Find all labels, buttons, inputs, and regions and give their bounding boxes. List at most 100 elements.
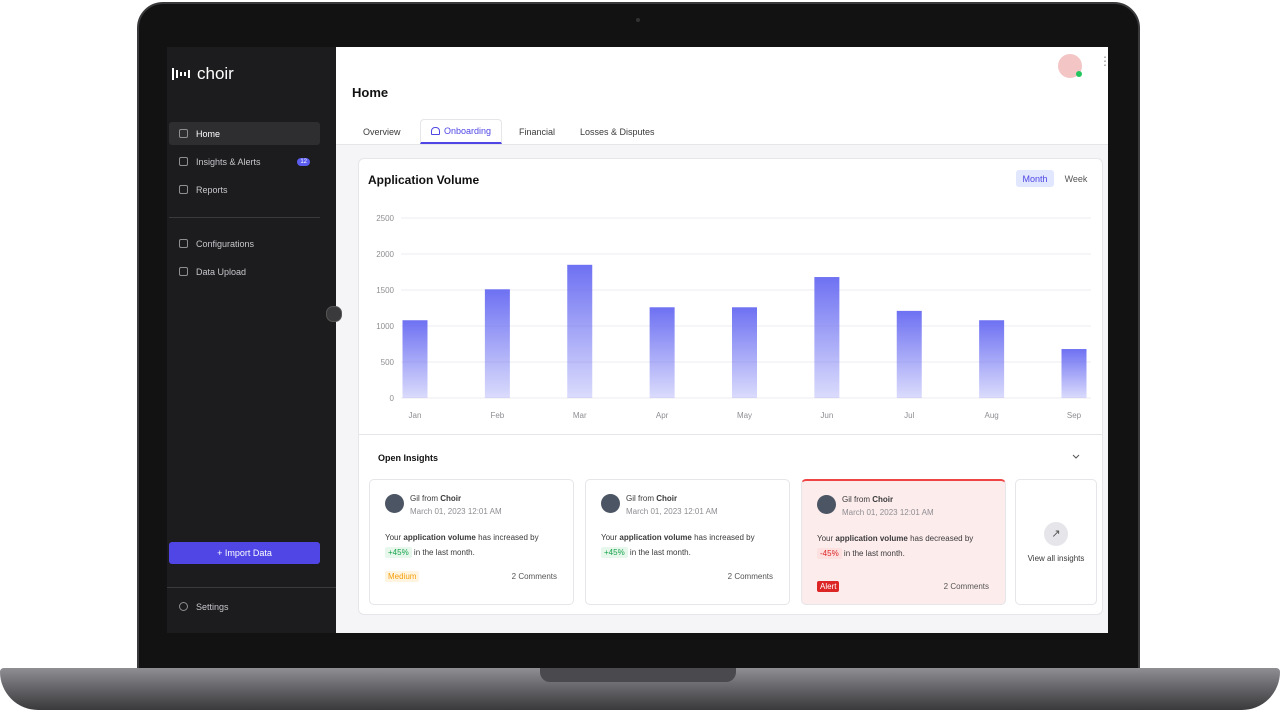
insight-card[interactable]: Gil from Choir March 01, 2023 12:01 AM You… [801,479,1006,605]
text: Your [385,533,402,542]
text-bold: application volume [835,534,908,543]
import-button[interactable]: + Import Data [169,542,320,564]
comments[interactable]: 2 Comments [727,572,773,581]
laptop-notch [540,668,736,682]
x-tick-label: Jun [820,411,833,420]
brand-name: choir [197,64,234,83]
author-org: Choir [656,494,678,503]
bar [1061,349,1087,398]
tab[interactable]: Overview [363,126,401,137]
y-tick-label: 1000 [376,322,394,331]
author-org: Choir [872,495,894,504]
nav-icon [179,602,188,611]
bar [896,310,922,398]
comments[interactable]: 2 Comments [943,582,989,591]
nav-icon [179,157,188,166]
bar [484,289,510,398]
settings[interactable]: Settings [169,595,320,618]
insight-card[interactable]: Gil from Choir March 01, 2023 12:01 AM You… [369,479,574,605]
collapse-button[interactable] [326,306,342,322]
text-bold: application volume [403,533,476,542]
author-avatar [817,495,836,514]
date: March 01, 2023 12:01 AM [842,508,934,517]
arrow-icon: ↗ [1044,521,1068,546]
x-tick-label: Apr [656,411,669,420]
chart-card: Application Volume Month Week 0 500 1000 15… [358,158,1103,615]
nav-label: Reports [196,184,228,195]
y-tick-label: 2000 [376,250,394,259]
text: in the last month. [629,548,691,557]
author: Gil from Choir [842,495,893,504]
nav-badge: 12 [297,157,310,166]
tag: Medium [385,571,420,582]
chevron[interactable] [1071,452,1081,462]
author-org: Choir [440,494,462,503]
page-title: Home [352,85,389,100]
author-name: Gil from [410,494,438,503]
x-tick-label: Aug [985,411,999,420]
bar [814,277,840,398]
x-tick-label: Jul [904,411,914,420]
change: +45% [601,547,628,558]
sidebar: choir Home Insights & Alerts 12 Reports C… [167,47,336,633]
nav-item[interactable]: Home [169,122,320,145]
insight-text: Your application volume has decreased by… [817,531,997,561]
text: in the last month. [413,548,475,557]
menu[interactable]: ⋮ [1099,54,1108,68]
text-bold: application volume [619,533,692,542]
author-avatar [385,494,404,513]
text: has increased by [478,533,539,542]
screen: choir Home Insights & Alerts 12 Reports C… [167,47,1108,633]
header: ⋮ Home Overview Onboarding Financial Los… [336,47,1108,145]
view-all-card[interactable]: ↗ View all insights [1015,479,1097,605]
nav-label: Configurations [196,238,255,249]
y-tick-label: 2500 [376,214,394,223]
nav-item[interactable]: Configurations [169,232,320,255]
date: March 01, 2023 12:01 AM [410,507,502,516]
nav-icon [179,239,188,248]
comments[interactable]: 2 Comments [511,572,557,581]
x-tick-label: Sep [1067,411,1082,420]
tab[interactable]: Losses & Disputes [580,126,655,137]
author-avatar [601,494,620,513]
bar [567,264,593,398]
nav-item[interactable]: Reports [169,178,320,201]
text: Your [817,534,834,543]
tag: Alert [817,581,840,592]
date: March 01, 2023 12:01 AM [626,507,718,516]
y-tick-label: 500 [381,358,395,367]
view-all-label: View all insights [1027,553,1085,563]
tab[interactable]: Financial [519,126,556,137]
nav-item[interactable]: Insights & Alerts 12 [169,150,320,173]
toggle-month[interactable]: Month [1016,170,1054,187]
author: Gil from Choir [626,494,677,503]
change: -45% [817,548,842,559]
nav-icon [179,129,188,138]
text: has decreased by [910,534,974,543]
author: Gil from Choir [410,494,461,503]
tab-label: Onboarding [443,126,492,136]
nav-label: Home [196,128,221,139]
bar [732,307,757,398]
x-tick-label: May [737,411,752,420]
nav-label: Settings [196,601,229,612]
nav-item[interactable]: Data Upload [169,260,320,283]
insight-text: Your application volume has increased by… [385,530,565,560]
divider [359,434,1102,435]
camera [636,18,640,22]
x-tick-label: Mar [573,411,587,420]
nav-icon [179,185,188,194]
status-dot [1076,71,1082,77]
insight-card[interactable]: Gil from Choir March 01, 2023 12:01 AM You… [585,479,790,605]
tab[interactable]: Onboarding [420,119,502,144]
nav-icon [179,267,188,276]
x-tick-label: Jan [409,411,422,420]
tab-icon [430,127,440,135]
brand[interactable]: choir [171,64,234,84]
author-name: Gil from [626,494,654,503]
toggle-week[interactable]: Week [1064,173,1088,184]
bar [649,307,675,398]
change: +45% [385,547,412,558]
y-tick-label: 1500 [376,286,394,295]
